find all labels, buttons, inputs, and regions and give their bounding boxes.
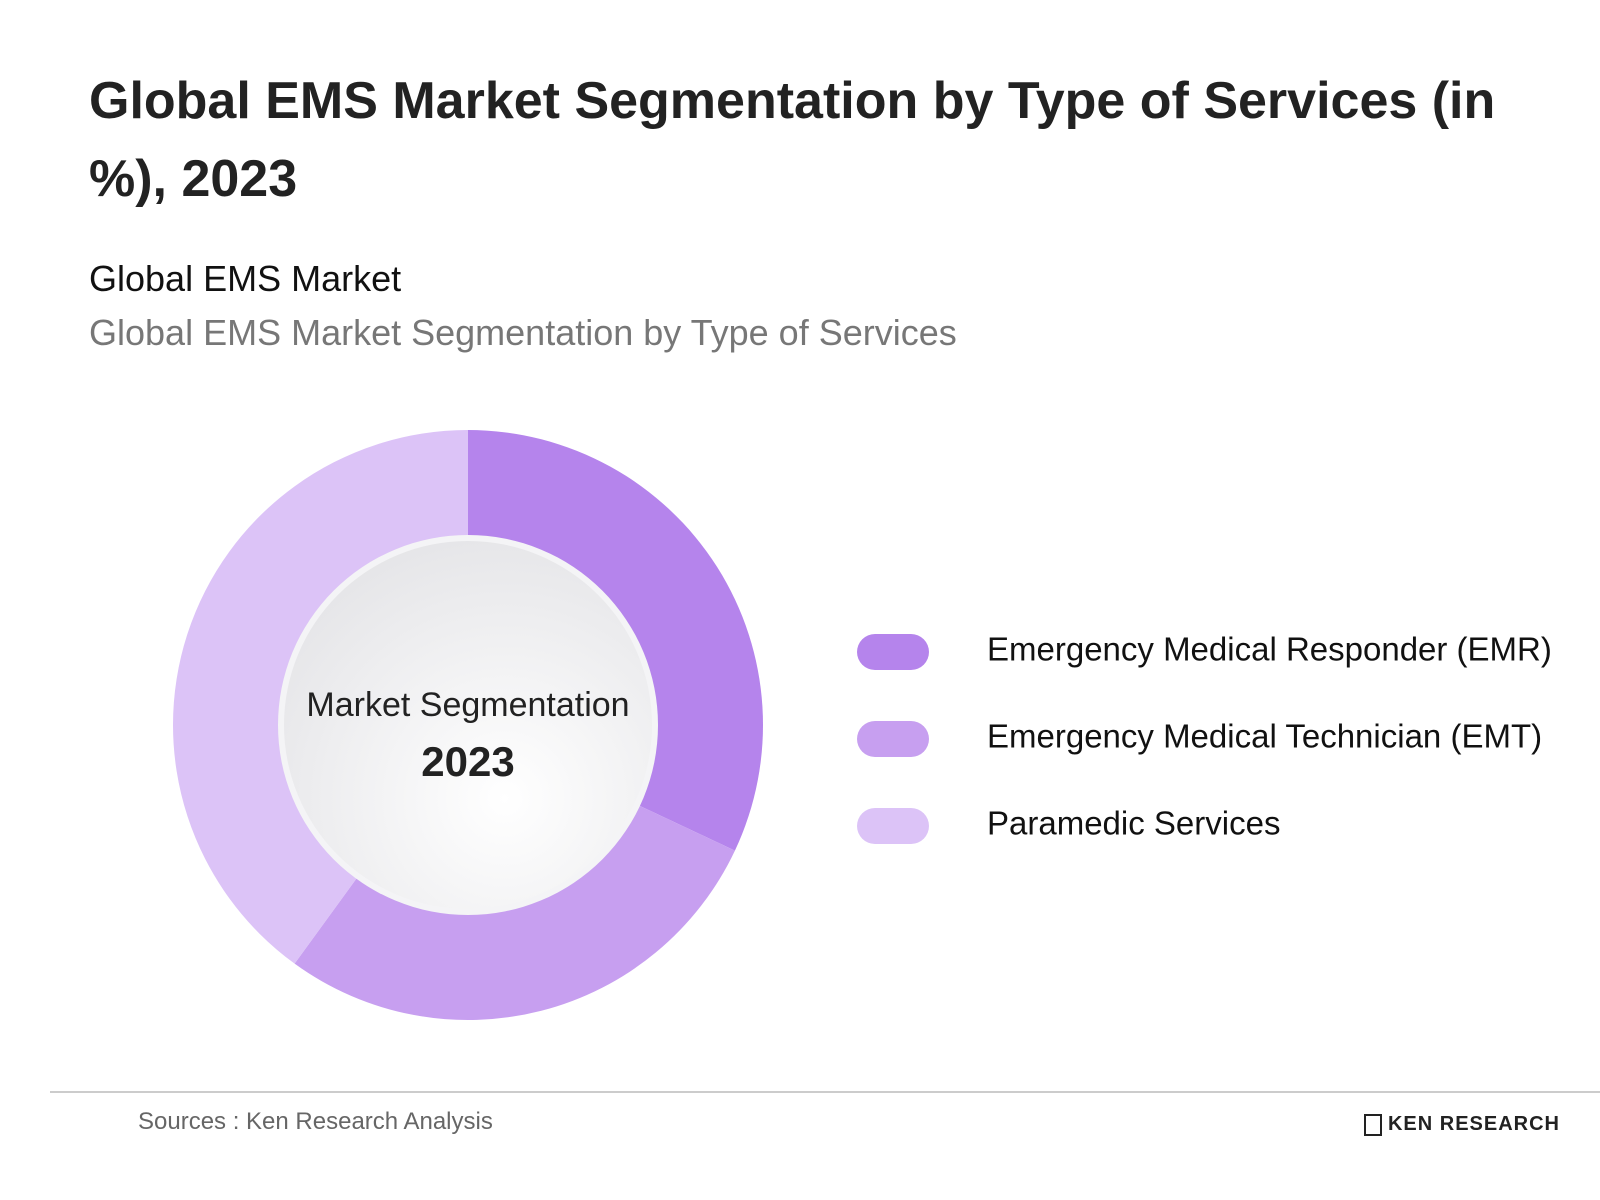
donut-hole bbox=[284, 541, 652, 909]
brand-text: KEN RESEARCH bbox=[1387, 1113, 1560, 1135]
legend-label: Paramedic Services bbox=[987, 805, 1280, 842]
legend-swatch bbox=[857, 721, 929, 757]
source-note: Sources : Ken Research Analysis bbox=[138, 1108, 493, 1135]
legend-label: Emergency Medical Responder (EMR) bbox=[987, 631, 1552, 668]
center-year: 2023 bbox=[421, 738, 514, 785]
legend-label: Emergency Medical Technician (EMT) bbox=[987, 718, 1542, 755]
footer-rule bbox=[50, 1091, 1600, 1093]
chart-description: Global EMS Market Segmentation by Type o… bbox=[89, 312, 957, 353]
chart-title: Global EMS Market Segmentation by Type o… bbox=[89, 72, 1496, 208]
center-label: Market Segmentation bbox=[306, 686, 629, 724]
brand-mark bbox=[1363, 1113, 1382, 1136]
legend-swatch bbox=[857, 634, 929, 670]
brand-logo: KEN RESEARCH bbox=[1363, 1113, 1560, 1136]
chart-subtitle: Global EMS Market bbox=[89, 258, 402, 299]
chart: Market Segmentation 2023 Emergency Medical… bbox=[172, 430, 1552, 1020]
legend-swatch bbox=[857, 808, 929, 844]
